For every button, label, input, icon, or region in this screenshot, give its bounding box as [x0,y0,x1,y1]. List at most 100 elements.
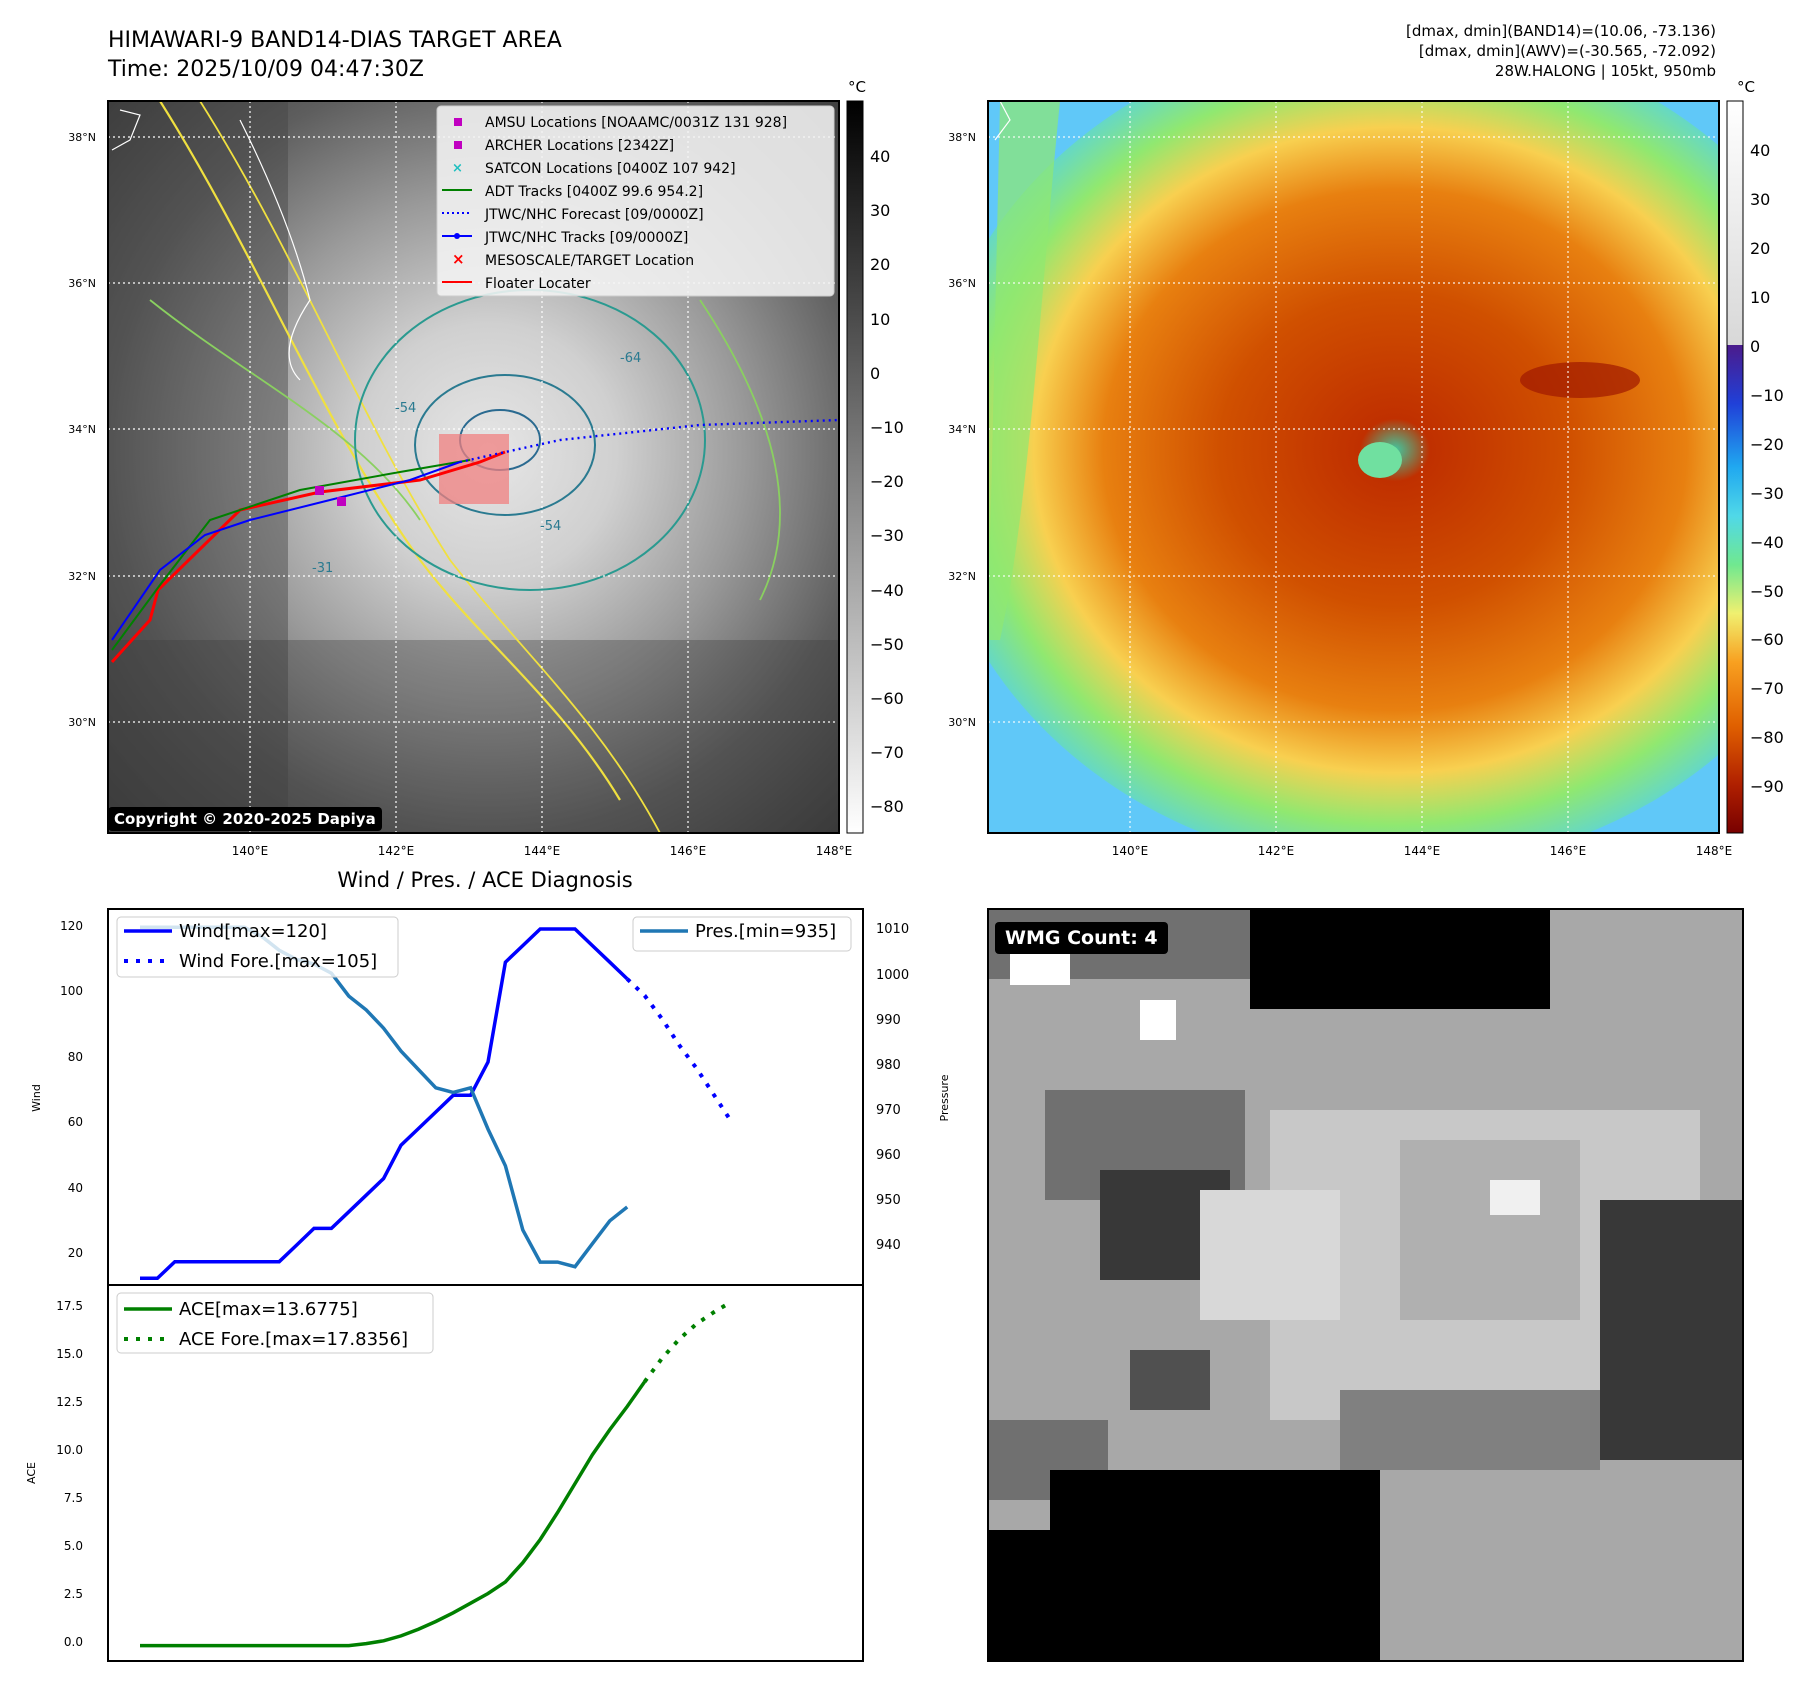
diagnosis-title: Wind / Pres. / ACE Diagnosis [337,868,632,892]
wind-tick: 20 [68,1246,83,1260]
colorbar-tick: −20 [870,472,904,491]
lon-label: 144°E [1404,844,1441,858]
wind-tick: 60 [68,1115,83,1129]
wind-tick: 120 [60,919,83,933]
pressure-legend-box [632,916,852,952]
lat-label: 32°N [68,570,96,583]
colorbar-tick: −90 [1750,777,1784,796]
color-enhanced-ir-map: 38°N 36°N 34°N 32°N 30°N 140°E 142°E 144… [948,100,1733,858]
colorbar-tick: 0 [1750,337,1760,356]
lon-label: 146°E [670,844,707,858]
figure-time: Time: 2025/10/09 04:47:30Z [108,57,424,82]
colorbar-tick: −20 [1750,435,1784,454]
wind-legend-label: Wind[max=120] [179,921,327,942]
pressure-tick: 950 [876,1193,901,1208]
amsu-marker [337,497,346,506]
left-map-lon-labels: 140°E 142°E 144°E 146°E 148°E [232,844,853,858]
lat-label: 38°N [68,131,96,144]
colorbar-tick: 30 [870,201,890,220]
pressure-tick: 1010 [876,922,909,937]
ace-axis-label: ACE [25,1462,38,1484]
wind-pressure-panel: 120 100 80 60 40 20 1010 1000 990 980 97… [30,908,951,1286]
colorbar-tick: 30 [1750,190,1770,209]
ace-tick: 5.0 [64,1539,83,1553]
wmg-count-badge: WMG Count: 4 [995,922,1168,954]
legend-label: MESOSCALE/TARGET Location [485,253,694,269]
legend-label: JTWC/NHC Tracks [09/0000Z] [484,230,688,246]
left-map-lat-labels: 38°N 36°N 34°N 32°N 30°N [68,131,96,729]
colorbar-tick: −60 [1750,630,1784,649]
lon-label: 146°E [1550,844,1587,858]
amsu-legend-marker [454,118,462,126]
wind-series-line [140,927,629,1281]
contour-label: -54 [395,401,416,416]
lat-label: 34°N [948,423,976,436]
mesoscale-legend-marker: × [452,250,465,268]
legend-label: ARCHER Locations [2342Z] [485,138,674,154]
map-legend: × × AMSU Locations [NOAAMC/0031Z 131 928… [436,105,835,297]
colorbar-tick: −80 [1750,728,1784,747]
wmg-panel [987,908,1744,1662]
lon-label: 142°E [1258,844,1295,858]
pressure-legend-label: Pres.[min=935] [695,921,836,942]
lat-label: 34°N [68,423,96,436]
ace-fore-legend-label: ACE Fore.[max=17.8356] [179,1329,408,1350]
colorbar-tick: 0 [870,364,880,383]
jtwc-track-line [111,461,461,641]
ace-tick: 15.0 [56,1347,83,1361]
colorbar-tick: 20 [870,255,890,274]
pressure-tick: 980 [876,1058,901,1073]
wind-fore-legend-label: Wind Fore.[max=105] [179,951,377,972]
legend-label: ADT Tracks [0400Z 99.6 954.2] [485,184,703,200]
ace-tick: 17.5 [56,1299,83,1313]
colorbar-tick: −30 [1750,484,1784,503]
colorbar-tick: −40 [870,581,904,600]
wind-legend-box [116,916,399,978]
grayscale-colorbar: °C 40 30 20 10 0 −10 −20 −30 −40 −50 −60… [846,78,904,834]
lat-label: 30°N [948,716,976,729]
legend-label: JTWC/NHC Forecast [09/0000Z] [484,207,704,223]
colorbar-tick: −30 [870,526,904,545]
colorbar-tick: 10 [870,310,890,329]
colorbar-tick: −40 [1750,533,1784,552]
ace-panel: 17.5 15.0 12.5 10.0 7.5 5.0 2.5 0.0 ACE … [25,1284,864,1662]
copyright-badge: Copyright © 2020-2025 Dapiya [108,807,382,831]
ace-forecast-line [642,1299,733,1383]
pressure-axis-label: Pressure [938,1074,951,1121]
lon-label: 148°E [1696,844,1733,858]
ace-tick: 10.0 [56,1443,83,1457]
wind-axis-label: Wind [30,1084,43,1112]
lon-label: 140°E [232,844,269,858]
floater-locater-line [110,450,506,664]
contour-label: -54 [540,519,561,534]
lat-label: 30°N [68,716,96,729]
pressure-tick: 970 [876,1103,901,1118]
ace-tick: 7.5 [64,1491,83,1505]
ace-tick: 2.5 [64,1587,83,1601]
wind-tick: 40 [68,1181,83,1195]
colorbar-tick: 10 [1750,288,1770,307]
figure-title: HIMAWARI-9 BAND14-DIAS TARGET AREA [108,28,562,53]
colorbar-tick: −70 [1750,679,1784,698]
dmax-band14: [dmax, dmin](BAND14)=(10.06, -73.136) [1405,22,1716,40]
colorbar-unit: °C [1737,78,1755,96]
pressure-tick: 1000 [876,968,909,983]
lon-label: 142°E [378,844,415,858]
jtwc-forecast-line [459,418,840,464]
storm-info: 28W.HALONG | 105kt, 950mb [1494,62,1716,80]
colorbar-tick: −70 [870,743,904,762]
lon-label: 144°E [524,844,561,858]
colorbar-tick: 40 [1750,141,1770,160]
pressure-tick: 940 [876,1238,901,1253]
wind-tick: 80 [68,1050,83,1064]
colorbar-tick: 20 [1750,239,1770,258]
wind-forecast-line [625,977,734,1124]
lat-label: 36°N [68,277,96,290]
ace-tick: 0.0 [64,1635,83,1649]
color-colorbar: °C 40 30 20 10 0 −10 −20 −30 −40 −50 −60… [1726,78,1784,834]
satcon-legend-marker: × [452,161,463,176]
ace-series-line [140,1380,647,1648]
dmax-awv: [dmax, dmin](AWV)=(-30.565, -72.092) [1418,42,1716,60]
colorbar-tick: −80 [870,797,904,816]
